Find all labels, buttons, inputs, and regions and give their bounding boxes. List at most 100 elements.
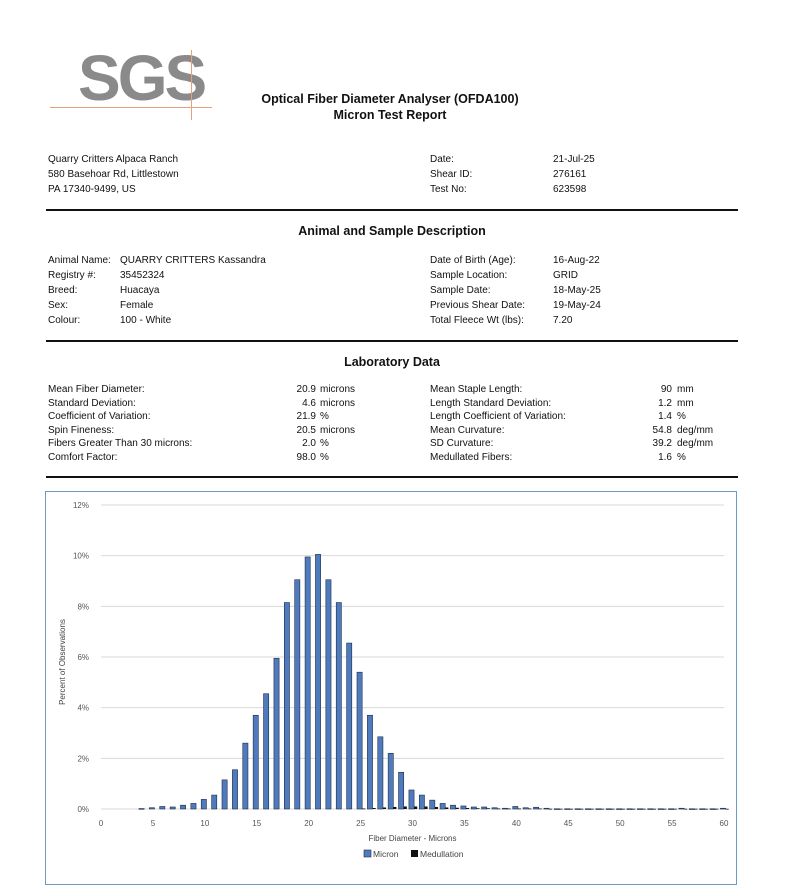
lab-unit: % xyxy=(320,410,329,424)
lab-value: 1.6 xyxy=(640,451,672,465)
info-value: 623598 xyxy=(553,182,586,197)
micron-bar xyxy=(347,643,352,809)
micron-bar xyxy=(461,806,466,809)
micron-bar xyxy=(617,809,622,810)
fiber-diameter-chart: 0% 2% 4% 6% 8% 10% 12% 0 5 10 15 20 25 30 35 40 45 50 55 60… xyxy=(45,491,737,885)
lab-unit: microns xyxy=(320,397,355,411)
micron-bar xyxy=(596,809,601,810)
x-tick-label: 20 xyxy=(304,819,313,828)
field-value: 7.20 xyxy=(553,313,572,328)
micron-bar xyxy=(274,658,279,809)
medullation-bar xyxy=(518,808,521,809)
medullation-bar xyxy=(684,809,687,810)
medullation-bar xyxy=(393,807,396,809)
medullation-bar xyxy=(424,806,427,809)
micron-bar xyxy=(606,809,611,810)
lab-label: Mean Curvature: xyxy=(430,425,504,436)
lab-label: Fibers Greater Than 30 microns: xyxy=(48,438,192,449)
lab-label: Coefficient of Variation: xyxy=(48,411,150,422)
medullation-bar xyxy=(611,809,614,810)
logo-vertical-line xyxy=(191,50,192,120)
x-tick-label: 50 xyxy=(616,819,625,828)
lab-label: Length Coefficient of Variation: xyxy=(430,411,566,422)
medullation-bar xyxy=(476,808,479,809)
field-value: 35452324 xyxy=(120,268,165,283)
micron-bar xyxy=(284,603,289,809)
medullation-bar xyxy=(715,809,718,810)
lab-label: Comfort Factor: xyxy=(48,452,117,463)
info-value: 21-Jul-25 xyxy=(553,152,595,167)
lab-unit: mm xyxy=(677,383,694,397)
x-tick-label: 5 xyxy=(151,819,156,828)
lab-label: Spin Fineness: xyxy=(48,425,114,436)
histogram-svg: 0% 2% 4% 6% 8% 10% 12% 0 5 10 15 20 25 30 35 40 45 50 55 60… xyxy=(46,492,736,884)
legend-swatch-micron xyxy=(364,850,371,857)
lab-label: Standard Deviation: xyxy=(48,398,136,409)
report-info: Date: 21-Jul-25 Shear ID: 276161 Test No: 6… xyxy=(430,152,630,197)
micron-bar xyxy=(471,807,476,809)
medullation-bar xyxy=(373,808,376,809)
micron-bar xyxy=(668,809,673,810)
x-tick-label: 0 xyxy=(99,819,104,828)
field-label: Sample Date: xyxy=(430,285,491,296)
lab-value: 1.2 xyxy=(640,397,672,411)
lab-label: Length Standard Deviation: xyxy=(430,398,551,409)
client-block: Quarry Critters Alpaca Ranch 580 Basehoa… xyxy=(48,152,179,197)
medullation-bar xyxy=(414,806,417,809)
medullation-bar xyxy=(694,809,697,810)
field-label: Animal Name: xyxy=(48,255,111,266)
lab-value: 20.5 xyxy=(278,424,316,438)
lab-value: 54.8 xyxy=(640,424,672,438)
micron-bar xyxy=(264,694,269,809)
client-name: Quarry Critters Alpaca Ranch xyxy=(48,152,179,167)
lab-value: 98.0 xyxy=(278,451,316,465)
micron-bar xyxy=(637,809,642,810)
medullation-bar xyxy=(705,809,708,810)
medullation-bar xyxy=(653,809,656,810)
micron-bar xyxy=(201,799,206,809)
lab-unit: deg/mm xyxy=(677,437,713,451)
field-value: Huacaya xyxy=(120,283,159,298)
micron-bar xyxy=(160,806,165,809)
micron-bar xyxy=(440,803,445,809)
micron-bar xyxy=(430,800,435,809)
lab-label: Mean Staple Length: xyxy=(430,384,522,395)
field-label: Breed: xyxy=(48,285,77,296)
medullation-bar xyxy=(362,808,365,809)
medullation-bar xyxy=(726,809,729,810)
micron-bar xyxy=(710,809,715,810)
lab-value: 21.9 xyxy=(278,410,316,424)
field-label: Previous Shear Date: xyxy=(430,300,525,311)
medullation-bar xyxy=(549,809,552,810)
y-tick-label: 12% xyxy=(73,501,89,510)
medullation-bar xyxy=(539,808,542,809)
lab-value: 20.9 xyxy=(278,383,316,397)
lab-value: 39.2 xyxy=(640,437,672,451)
field-value: 18-May-25 xyxy=(553,283,601,298)
medullation-bar xyxy=(404,806,407,809)
report-title: Optical Fiber Diameter Analyser (OFDA100… xyxy=(240,92,540,106)
x-tick-label: 60 xyxy=(720,819,729,828)
logo-horizontal-line xyxy=(50,107,212,108)
divider xyxy=(46,209,738,211)
micron-bar xyxy=(627,809,632,810)
micron-bar xyxy=(139,808,144,809)
medullation-bar xyxy=(456,808,459,809)
micron-bar xyxy=(534,807,539,809)
micron-bar xyxy=(492,808,497,809)
animal-section-title: Animal and Sample Description xyxy=(46,224,738,238)
info-value: 276161 xyxy=(553,167,586,182)
micron-bar xyxy=(554,809,559,810)
micron-bar xyxy=(295,580,300,809)
x-tick-label: 30 xyxy=(408,819,417,828)
micron-bar xyxy=(170,807,175,809)
field-value: 16-Aug-22 xyxy=(553,253,600,268)
divider xyxy=(46,476,738,478)
micron-bar xyxy=(399,772,404,809)
lab-unit: % xyxy=(320,451,329,465)
medullation-bar xyxy=(663,809,666,810)
info-label: Test No: xyxy=(430,184,467,195)
y-tick-label: 8% xyxy=(77,602,89,611)
micron-bar xyxy=(544,808,549,809)
micron-bar xyxy=(191,803,196,809)
